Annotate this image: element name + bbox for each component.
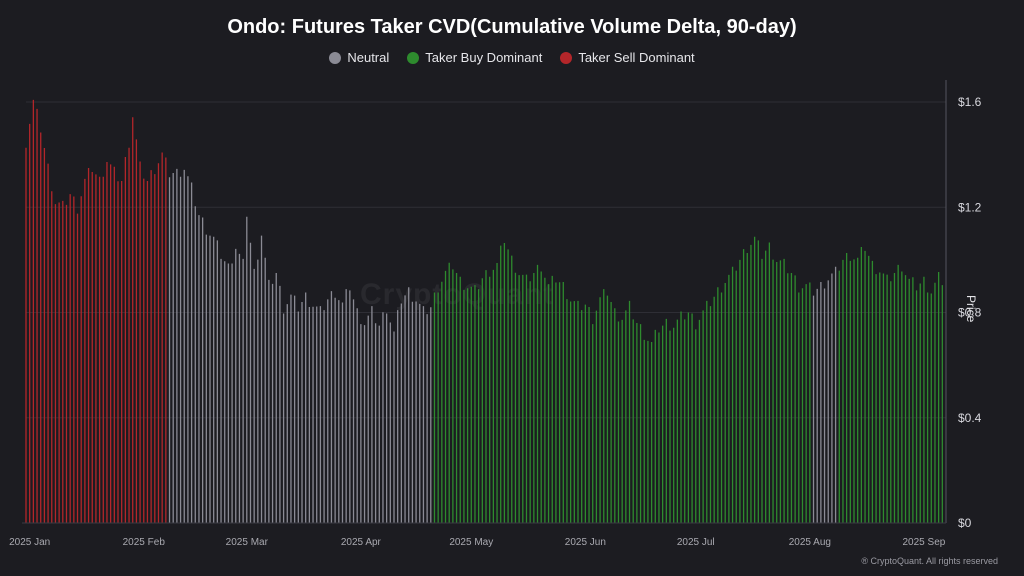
legend-item-neutral[interactable]: Neutral xyxy=(329,50,389,65)
legend-label-taker-sell: Taker Sell Dominant xyxy=(578,50,695,65)
legend-item-taker-sell[interactable]: Taker Sell Dominant xyxy=(560,50,695,65)
x-tick-label: 2025 Mar xyxy=(226,537,269,548)
legend-label-neutral: Neutral xyxy=(347,50,390,65)
y-axis-title: Price xyxy=(964,295,978,323)
x-tick-label: 2025 Apr xyxy=(341,537,382,548)
x-tick-label: 2025 May xyxy=(449,537,493,548)
y-tick-label: $1.6 xyxy=(958,95,982,109)
legend-label-taker-buy: Taker Buy Dominant xyxy=(425,50,543,65)
y-tick-label: $1.2 xyxy=(958,200,982,214)
taker-sell-dot-icon xyxy=(560,51,573,64)
x-tick-label: 2025 Feb xyxy=(123,537,166,548)
neutral-dot-icon xyxy=(329,51,342,64)
x-tick-label: 2025 Jan xyxy=(9,537,50,548)
x-tick-label: 2025 Jun xyxy=(565,537,606,548)
legend-item-taker-buy[interactable]: Taker Buy Dominant xyxy=(407,50,542,65)
y-tick-label: $0 xyxy=(958,516,972,530)
x-tick-label: 2025 Sep xyxy=(903,537,946,548)
y-tick-label: $0.4 xyxy=(958,411,982,425)
x-tick-label: 2025 Aug xyxy=(789,537,831,548)
y-tick-label: $0.8 xyxy=(958,306,982,320)
chart-legend: Neutral Taker Buy Dominant Taker Sell Do… xyxy=(0,50,1024,65)
chart-title: Ondo: Futures Taker CVD(Cumulative Volum… xyxy=(227,16,797,38)
x-tick-label: 2025 Jul xyxy=(677,537,715,548)
copyright-footer: ® CryptoQuant. All rights reserved xyxy=(861,556,998,566)
taker-buy-dot-icon xyxy=(407,51,420,64)
